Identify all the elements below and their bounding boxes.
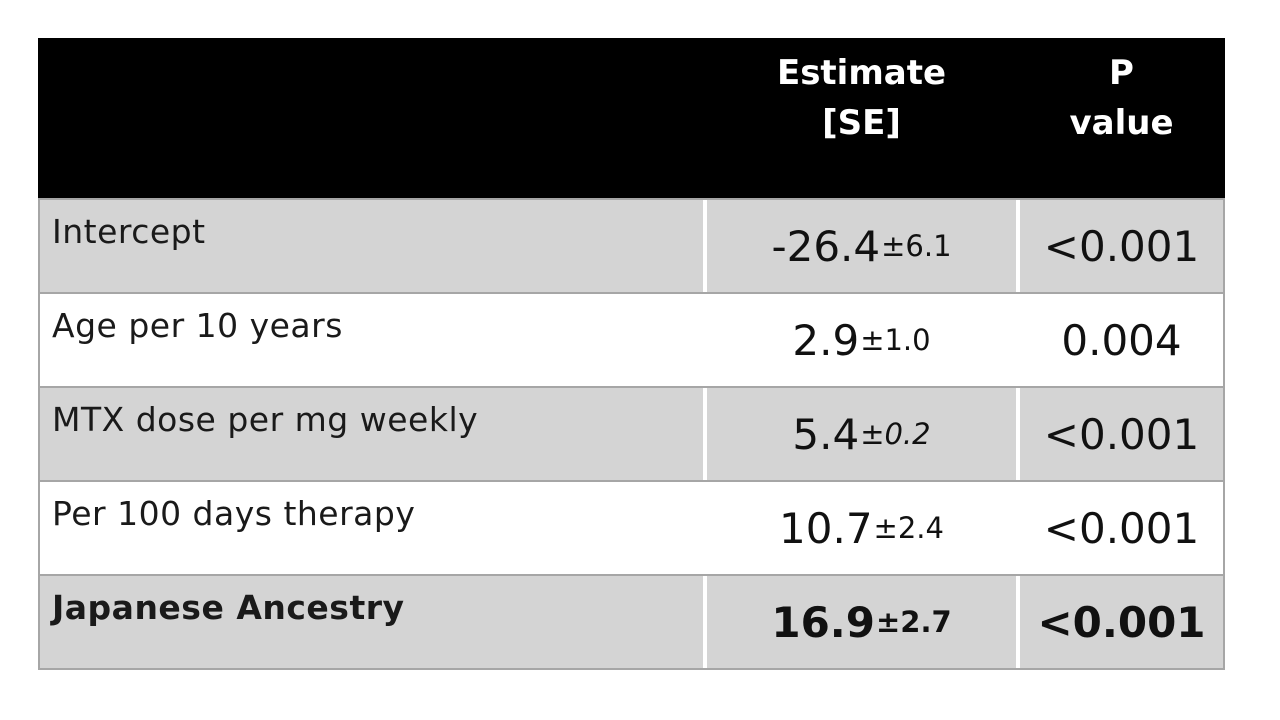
header-pvalue-line1: P (1109, 53, 1134, 93)
table-row-intercept: Intercept -26.4 ±6.1 <0.001 (40, 198, 1223, 292)
table-body: Intercept -26.4 ±6.1 <0.001 Age per 10 ye… (38, 198, 1225, 670)
row-label: Japanese Ancestry (40, 576, 703, 668)
estimate-cell: -26.4 ±6.1 (707, 200, 1016, 292)
row-label: Intercept (40, 200, 703, 292)
table-row-days-therapy: Per 100 days therapy 10.7 ±2.4 <0.001 (40, 480, 1223, 574)
header-estimate-line1: Estimate (776, 53, 947, 93)
p-value-cell: <0.001 (1020, 388, 1223, 480)
header-estimate-cell: Estimate [SE] (705, 38, 1018, 198)
estimate-value: 2.9 (792, 315, 860, 365)
estimate-value: 16.9 (771, 597, 875, 647)
estimate-se: ±1.0 (860, 323, 931, 357)
estimate-value: -26.4 (771, 221, 881, 271)
table-row-age: Age per 10 years 2.9 ±1.0 0.004 (40, 292, 1223, 386)
estimate-value: 5.4 (792, 409, 860, 459)
estimate-value: 10.7 (779, 503, 873, 553)
estimate-cell: 2.9 ±1.0 (707, 294, 1016, 386)
estimate-se: ±2.7 (875, 605, 952, 639)
estimate-se: ±6.1 (881, 229, 952, 263)
p-value-cell: <0.001 (1020, 576, 1223, 668)
row-label: Age per 10 years (40, 294, 703, 386)
table-header-row: Estimate [SE] P value (38, 38, 1225, 198)
header-estimate-line2: [SE] (822, 103, 901, 143)
header-spacer-cell (38, 38, 705, 198)
estimate-cell: 16.9 ±2.7 (707, 576, 1016, 668)
header-pvalue-cell: P value (1018, 38, 1225, 198)
p-value-cell: 0.004 (1020, 294, 1223, 386)
results-table: Estimate [SE] P value Intercept -26.4 ±6.… (38, 38, 1225, 670)
estimate-se: ±2.4 (873, 511, 944, 545)
p-value-cell: <0.001 (1020, 482, 1223, 574)
table-row-japanese-ancestry: Japanese Ancestry 16.9 ±2.7 <0.001 (40, 574, 1223, 668)
table-row-mtx-dose: MTX dose per mg weekly 5.4 ±0.2 <0.001 (40, 386, 1223, 480)
row-label: Per 100 days therapy (40, 482, 703, 574)
estimate-cell: 10.7 ±2.4 (707, 482, 1016, 574)
p-value-cell: <0.001 (1020, 200, 1223, 292)
estimate-cell: 5.4 ±0.2 (707, 388, 1016, 480)
estimate-se: ±0.2 (860, 417, 931, 451)
header-pvalue-line2: value (1069, 103, 1174, 143)
row-label: MTX dose per mg weekly (40, 388, 703, 480)
